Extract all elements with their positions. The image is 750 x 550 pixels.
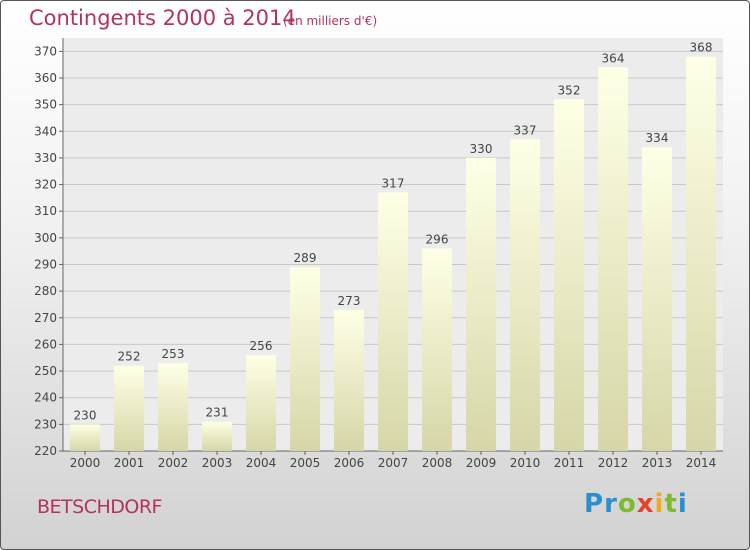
bar xyxy=(510,139,540,451)
y-tick-label: 370 xyxy=(34,44,57,58)
y-tick-label: 310 xyxy=(34,204,57,218)
y-tick-label: 330 xyxy=(34,151,57,165)
bar xyxy=(686,56,716,451)
bar-value-label: 231 xyxy=(206,406,229,420)
y-tick-label: 350 xyxy=(34,98,57,112)
bar-value-label: 253 xyxy=(162,347,185,361)
bar xyxy=(466,157,496,451)
y-tick-label: 360 xyxy=(34,71,57,85)
bar xyxy=(202,421,232,451)
x-tick-label: 2002 xyxy=(158,456,189,470)
logo-letter: i xyxy=(654,489,665,519)
bar xyxy=(70,424,100,451)
x-tick-label: 2013 xyxy=(642,456,673,470)
bar xyxy=(290,267,320,451)
bar xyxy=(642,147,672,451)
y-tick-label: 220 xyxy=(34,444,57,458)
x-tick-label: 2008 xyxy=(422,456,453,470)
x-tick-label: 2007 xyxy=(378,456,409,470)
logo-letter: t xyxy=(664,489,678,519)
bar-value-label: 337 xyxy=(514,123,537,137)
bar-value-label: 273 xyxy=(338,294,361,308)
chart-subtitle: (en milliers d'€) xyxy=(283,14,378,28)
logo-letter: o xyxy=(617,489,637,519)
y-tick-label: 250 xyxy=(34,364,57,378)
y-tick-label: 320 xyxy=(34,178,57,192)
proxiti-logo[interactable]: Proxiti xyxy=(584,489,688,519)
x-tick-label: 2003 xyxy=(202,456,233,470)
bar xyxy=(334,309,364,451)
bar-value-label: 368 xyxy=(690,41,713,55)
y-tick-label: 340 xyxy=(34,124,57,138)
x-tick-label: 2009 xyxy=(466,456,497,470)
bar xyxy=(378,192,408,451)
y-tick-label: 240 xyxy=(34,391,57,405)
bar-value-label: 334 xyxy=(646,131,669,145)
x-tick-label: 2001 xyxy=(114,456,145,470)
chart-title: Contingents 2000 à 2014 xyxy=(29,6,296,30)
logo-letter: i xyxy=(677,489,688,519)
bar xyxy=(598,67,628,451)
x-tick-label: 2005 xyxy=(290,456,321,470)
x-tick-label: 2000 xyxy=(70,456,101,470)
bar-value-label: 296 xyxy=(426,232,449,246)
bar-value-label: 230 xyxy=(74,408,97,422)
logo-letter: x xyxy=(636,489,655,519)
x-tick-label: 2012 xyxy=(598,456,629,470)
commune-name: BETSCHDORF xyxy=(37,496,162,518)
x-tick-label: 2004 xyxy=(246,456,277,470)
x-tick-label: 2014 xyxy=(686,456,717,470)
bar xyxy=(422,248,452,451)
logo-letter: P xyxy=(584,489,605,519)
y-tick-label: 230 xyxy=(34,417,57,431)
bar xyxy=(114,365,144,451)
bar-value-label: 317 xyxy=(382,177,405,191)
bar-value-label: 352 xyxy=(558,83,581,97)
x-tick-label: 2010 xyxy=(510,456,541,470)
logo-letter: r xyxy=(604,489,618,519)
bar xyxy=(158,363,188,451)
bar xyxy=(554,99,584,451)
bar-value-label: 256 xyxy=(250,339,273,353)
bar xyxy=(246,355,276,451)
y-tick-label: 300 xyxy=(34,231,57,245)
y-tick-label: 280 xyxy=(34,284,57,298)
x-tick-label: 2011 xyxy=(554,456,585,470)
bar-value-label: 330 xyxy=(470,142,493,156)
x-tick-label: 2006 xyxy=(334,456,365,470)
y-tick-label: 290 xyxy=(34,257,57,271)
bar-value-label: 364 xyxy=(602,51,625,65)
bar-value-label: 289 xyxy=(294,251,317,265)
bar-value-label: 252 xyxy=(118,350,141,364)
y-tick-label: 260 xyxy=(34,337,57,351)
y-tick-label: 270 xyxy=(34,311,57,325)
